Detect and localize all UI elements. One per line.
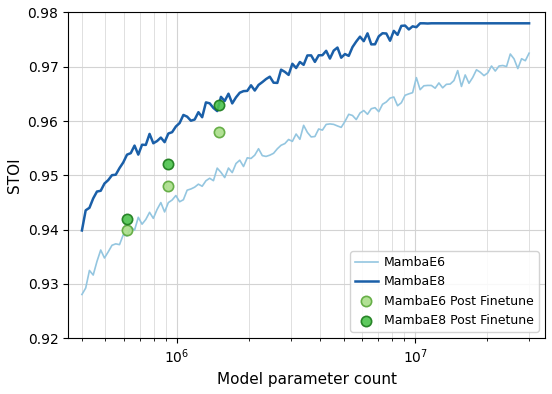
- MambaE6: [199, 184, 205, 189]
- MambaE6 Post Finetune: [164, 183, 173, 190]
- X-axis label: Model parameter count: Model parameter count: [216, 372, 396, 387]
- MambaE8 Post Finetune: [164, 161, 173, 167]
- MambaE6: [78, 292, 85, 297]
- MambaE6: [173, 193, 179, 198]
- MambaE8 Post Finetune: [214, 102, 223, 108]
- Legend: MambaE6, MambaE8, MambaE6 Post Finetune, MambaE8 Post Finetune: MambaE6, MambaE8, MambaE6 Post Finetune,…: [350, 251, 539, 332]
- MambaE6: [387, 96, 394, 100]
- MambaE8: [387, 38, 394, 43]
- MambaE8: [173, 124, 179, 129]
- MambaE6 Post Finetune: [123, 227, 132, 233]
- MambaE8 Post Finetune: [123, 216, 132, 222]
- MambaE6 Post Finetune: [214, 129, 223, 135]
- MambaE6: [432, 86, 438, 91]
- MambaE6: [526, 51, 532, 56]
- MambaE8: [78, 228, 85, 233]
- MambaE8: [327, 56, 333, 61]
- MambaE8: [514, 21, 521, 26]
- MambaE6: [327, 122, 333, 126]
- MambaE8: [417, 21, 423, 26]
- MambaE8: [436, 21, 442, 26]
- Line: MambaE6: MambaE6: [82, 53, 529, 294]
- MambaE6: [511, 57, 517, 61]
- MambaE8: [199, 115, 205, 120]
- Line: MambaE8: MambaE8: [82, 23, 529, 230]
- Y-axis label: STOI: STOI: [7, 158, 22, 193]
- MambaE8: [526, 21, 532, 26]
